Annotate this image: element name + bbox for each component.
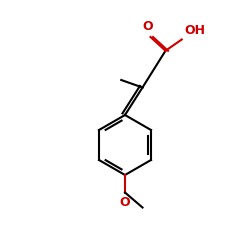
Text: OH: OH	[184, 24, 205, 37]
Text: O: O	[120, 196, 130, 209]
Text: O: O	[143, 20, 153, 33]
